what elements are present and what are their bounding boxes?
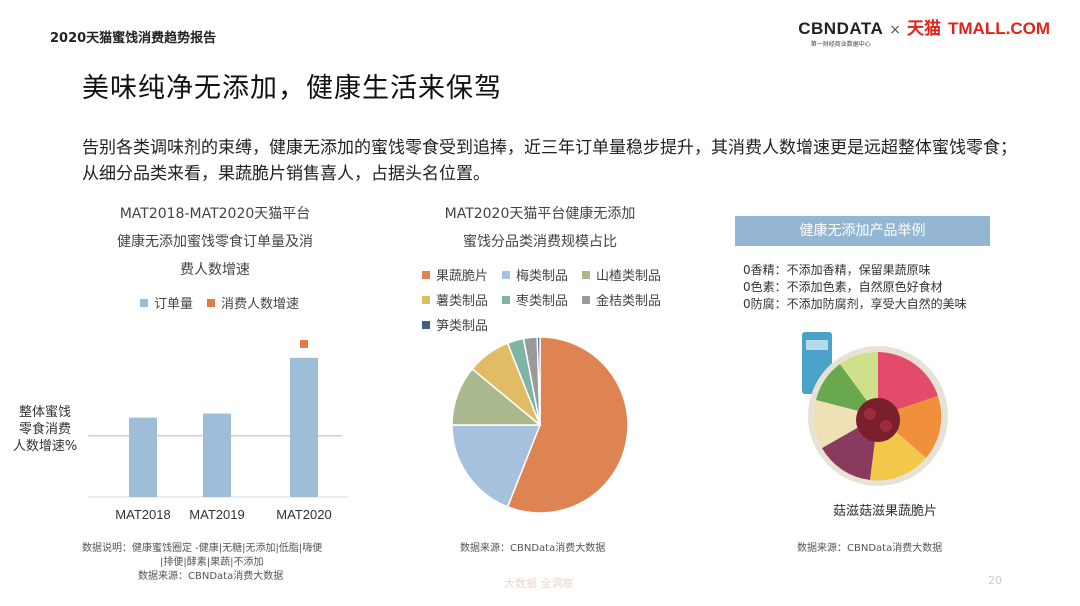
logo-group: CBNDATA 第一财经商业数据中心 × 天猫 TMALL.COM	[798, 19, 1050, 49]
x-tick-label: MAT2019	[189, 507, 244, 522]
pie-chart-legend: 果蔬脆片 梅类制品 山楂类制品 薯类制品 枣类制品 金桔类制品 笋类制品	[422, 265, 682, 334]
cbndata-logo-subtitle: 第一财经商业数据中心	[810, 41, 871, 48]
legend-label: 金桔类制品	[596, 294, 662, 309]
food-dragonfruit	[878, 352, 938, 416]
food-jujube-piece	[880, 420, 892, 432]
legend-swatch	[140, 298, 148, 307]
legend-swatch	[207, 298, 216, 307]
legend-label: 订单量	[154, 297, 194, 312]
legend-label: 梅类制品	[516, 269, 569, 284]
legend-label: 薯类制品	[436, 294, 489, 309]
product-image	[802, 332, 948, 486]
example-line: 0防腐：不添加防腐剂，享受大自然的美味	[743, 297, 967, 311]
food-jujube	[856, 398, 900, 442]
food-cucumber	[840, 351, 878, 416]
example-line: 0色素：不添加色素，自然原色好食材	[743, 280, 943, 294]
note-line: |排便|酵素|果蔬|不添加	[160, 557, 264, 568]
legend-label: 枣类制品	[516, 294, 569, 309]
legend-label: 果蔬脆片	[436, 269, 489, 284]
intro-text: 告别各类调味剂的束缚，健康无添加的蜜饯零食受到追捧，近三年订单量稳步提升，其消费…	[82, 138, 1017, 184]
note-line: 数据说明：健康蜜饯圈定 -健康|无糖|无添加|低脂|嗨便	[82, 543, 323, 554]
footer-tag: 大数据 全洞察	[504, 577, 574, 590]
pie-chart-note: 数据来源：CBNData消费大数据	[460, 543, 606, 554]
pie-slice	[536, 336, 541, 426]
legend-item: 薯类制品	[422, 290, 488, 309]
product-package-label	[806, 340, 828, 350]
legend-item: 消费人数增速	[207, 293, 299, 312]
reference-line-label-line: 整体蜜饯	[18, 405, 71, 420]
example-header: 健康无添加产品举例	[735, 216, 990, 246]
product-caption: 菇滋菇滋果蔬脆片	[832, 504, 937, 519]
legend-item: 枣类制品	[502, 290, 568, 309]
cbndata-logo-text: CBNDATA	[798, 19, 884, 38]
bar-chart-title: MAT2018-MAT2020天猫平台 健康无添加蜜饯零食订单量及消 费人数增速	[90, 200, 340, 284]
legend-swatch	[502, 270, 511, 279]
pie-chart-title-line: MAT2020天猫平台健康无添加	[444, 206, 636, 222]
pie-slice	[506, 336, 629, 514]
bar-mat2019	[203, 413, 231, 497]
legend-swatch	[502, 295, 511, 304]
growth-marker-mat2020	[300, 339, 308, 348]
slide-title: 美味纯净无添加，健康生活来保驾	[82, 73, 502, 104]
report-title: 2020天猫蜜饯消费趋势报告	[50, 31, 217, 46]
page-number: 20	[988, 574, 1002, 587]
bar-chart-legend: 订单量 消费人数增速	[140, 293, 299, 312]
cbndata-logo: CBNDATA 第一财经商业数据中心	[798, 19, 884, 49]
legend-label: 消费人数增速	[221, 297, 300, 312]
reference-line-label-line: 零食消费	[18, 422, 71, 437]
food-jujube-piece	[864, 408, 876, 420]
legend-item: 梅类制品	[502, 265, 568, 284]
legend-swatch	[582, 270, 591, 279]
bar-chart-title-line: 健康无添加蜜饯零食订单量及消	[117, 234, 313, 250]
note-line: 数据来源：CBNData消费大数据	[138, 571, 284, 582]
pie-chart-title: MAT2020天猫平台健康无添加 蜜饯分品类消费规模占比	[415, 200, 665, 256]
bar-mat2018	[129, 417, 157, 497]
example-line: 0香精：不添加香精，保留果蔬原味	[743, 263, 931, 277]
legend-swatch	[422, 270, 430, 279]
legend-swatch	[422, 295, 430, 304]
legend-label: 山楂类制品	[596, 269, 662, 284]
x-tick-label: MAT2018	[115, 507, 170, 522]
bar-chart: MAT2018 MAT2019 MAT2020	[88, 339, 348, 522]
pie-chart-title-line: 蜜饯分品类消费规模占比	[463, 234, 617, 250]
example-note: 数据来源：CBNData消费大数据	[797, 543, 943, 554]
logo-separator: ×	[889, 22, 902, 38]
legend-item: 订单量	[140, 293, 193, 312]
legend-item: 金桔类制品	[582, 290, 661, 309]
legend-swatch	[582, 295, 591, 304]
tmall-logo: 天猫	[907, 19, 942, 39]
pie-chart	[451, 336, 629, 514]
tmall-logo-en: TMALL.COM	[948, 19, 1050, 38]
food-okra	[816, 364, 878, 416]
bar-mat2020	[290, 357, 318, 497]
legend-item: 笋类制品	[422, 315, 488, 334]
x-tick-label: MAT2020	[276, 507, 331, 522]
legend-item: 果蔬脆片	[422, 265, 488, 284]
example-lines: 0香精：不添加香精，保留果蔬原味 0色素：不添加色素，自然原色好食材 0防腐：不…	[743, 262, 967, 313]
legend-item: 山楂类制品	[582, 265, 661, 284]
bar-chart-title-line: MAT2018-MAT2020天猫平台	[119, 206, 311, 222]
reference-line-label: 整体蜜饯 零食消费 人数增速%	[10, 404, 80, 455]
legend-swatch	[422, 320, 430, 329]
bar-chart-title-line: 费人数增速	[180, 262, 250, 278]
bar-chart-note: 数据说明：健康蜜饯圈定 -健康|无糖|无添加|低脂|嗨便 |排便|酵素|果蔬|不…	[82, 542, 322, 584]
reference-line-label-line: 人数增速%	[12, 439, 78, 454]
legend-label: 笋类制品	[436, 319, 489, 334]
pie-slice	[451, 424, 542, 508]
